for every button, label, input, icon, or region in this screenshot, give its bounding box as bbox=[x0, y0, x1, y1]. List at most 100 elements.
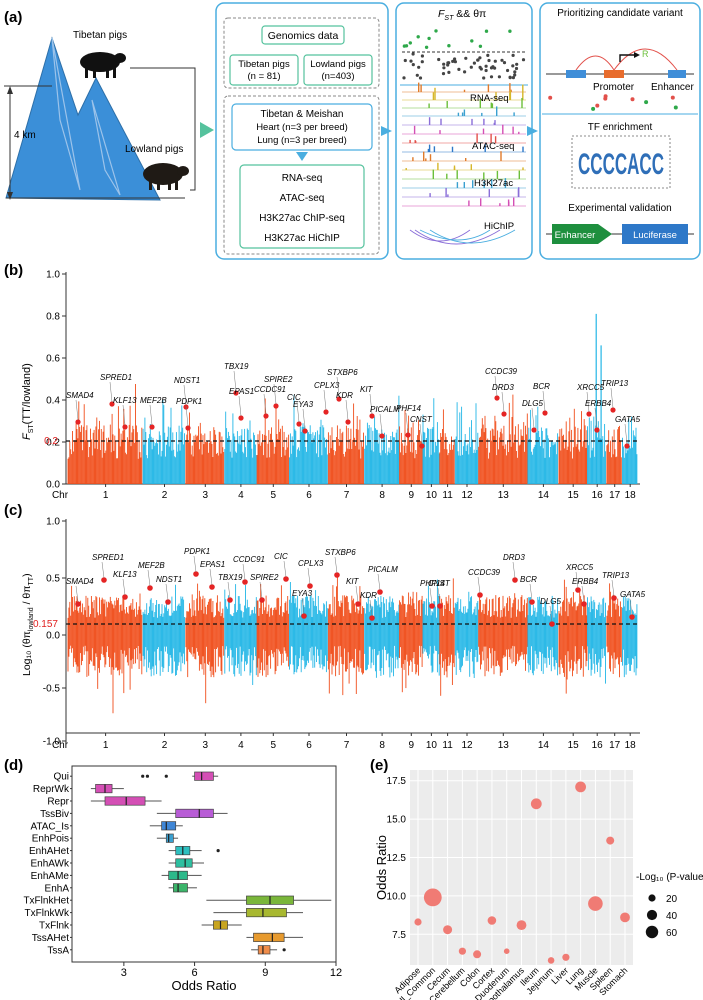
candidate-point bbox=[477, 592, 483, 598]
legend-label: 40 bbox=[666, 911, 678, 922]
assay-item: ATAC-seq bbox=[280, 193, 325, 204]
gene-label: EYA3 bbox=[292, 589, 313, 598]
panel-b-manhattan bbox=[67, 313, 638, 484]
x-tick-label: 12 bbox=[330, 967, 342, 979]
lowland-sample-box bbox=[303, 54, 373, 86]
chr-label: 17 bbox=[609, 490, 621, 501]
track-peak bbox=[509, 83, 511, 92]
tibetan-pig-label: Tibetan pigs bbox=[73, 30, 127, 41]
gene-leader bbox=[379, 413, 383, 435]
candidate-point bbox=[369, 615, 375, 621]
fst-dot bbox=[451, 59, 455, 64]
track-peak bbox=[513, 197, 515, 206]
category-label: EnhAWk bbox=[30, 859, 70, 870]
category-label: EnhAHet bbox=[29, 846, 69, 857]
assay-item: H3K27ac HiChIP bbox=[264, 233, 340, 244]
candidate-point bbox=[307, 583, 313, 589]
fst-dot bbox=[434, 29, 438, 33]
fst-dot bbox=[408, 41, 412, 45]
hichip-arcs bbox=[409, 229, 516, 245]
track-peak bbox=[496, 170, 499, 179]
altitude-arrow: 4 km bbox=[4, 85, 52, 200]
category-label: TxFlnk bbox=[39, 921, 70, 932]
chr-label: 3 bbox=[203, 740, 209, 751]
gene-leader bbox=[581, 585, 585, 603]
panel-a-label: (a) bbox=[4, 9, 22, 26]
panel-c-axis: -1.0 -0.5 0.0 0.5 1.0 bbox=[43, 517, 67, 748]
category-label: EnhA bbox=[45, 883, 70, 894]
fst-dot bbox=[472, 61, 476, 65]
x-tick-label: 6 bbox=[192, 967, 198, 979]
gene-leader bbox=[101, 561, 105, 579]
category-label: Qui bbox=[53, 772, 69, 783]
fst-dot bbox=[453, 57, 457, 61]
gene-leader bbox=[586, 391, 590, 413]
gene-leader bbox=[122, 578, 126, 596]
candidate-point bbox=[494, 395, 500, 401]
gene-label: EPAS1 bbox=[229, 387, 254, 396]
chr-label: 16 bbox=[592, 740, 604, 751]
scatter-point bbox=[487, 916, 497, 925]
gene-label: PDPK1 bbox=[176, 397, 202, 406]
track-peak bbox=[451, 146, 454, 152]
prioritize-title: Prioritizing candidate variant bbox=[557, 8, 683, 19]
enhancer-box-label: Enhancer bbox=[555, 230, 596, 241]
fst-dot bbox=[506, 68, 510, 73]
chr-label: 12 bbox=[461, 490, 473, 501]
y-tick-label: 0.0 bbox=[46, 631, 60, 642]
gene-leader bbox=[437, 587, 441, 605]
gene-leader bbox=[477, 576, 481, 594]
variant-dot bbox=[630, 97, 635, 102]
fst-dot bbox=[502, 61, 507, 65]
legend-marker bbox=[648, 894, 656, 902]
fst-dot bbox=[508, 29, 512, 33]
track-peak bbox=[494, 120, 496, 125]
gene-label: TBX19 bbox=[218, 573, 243, 582]
y-tick-label: 1.0 bbox=[46, 517, 60, 528]
mountain-illustration bbox=[5, 36, 185, 201]
candidate-point bbox=[296, 421, 302, 427]
gene-leader bbox=[183, 384, 187, 406]
category-label: Repr bbox=[47, 797, 69, 808]
chr-label: 8 bbox=[379, 490, 385, 501]
gene-label: TBX19 bbox=[224, 362, 249, 371]
connector-line bbox=[190, 130, 196, 191]
chr-label: 14 bbox=[538, 490, 550, 501]
track-peak bbox=[472, 180, 474, 188]
chr-label: 11 bbox=[442, 740, 453, 751]
scatter-point bbox=[414, 918, 422, 926]
scatter-point bbox=[620, 912, 630, 923]
y-tick-label: 10.0 bbox=[387, 891, 407, 902]
gene-label: SPIRE2 bbox=[264, 375, 293, 384]
candidate-point bbox=[610, 407, 616, 413]
track-peak bbox=[504, 178, 507, 188]
promoter-enhancer-diagram: R bbox=[546, 48, 694, 78]
gene-label: ERBB4 bbox=[585, 399, 612, 408]
category-label: TxFlnkWk bbox=[25, 908, 70, 919]
gene-label: KLF13 bbox=[113, 396, 137, 405]
candidate-point bbox=[122, 424, 128, 430]
track-peak bbox=[439, 130, 441, 134]
track-label: RNA-seq bbox=[470, 93, 509, 104]
fst-dot bbox=[515, 62, 519, 66]
gene-label: GATA5 bbox=[615, 415, 641, 424]
candidate-point bbox=[242, 579, 248, 585]
gene-label: NDST1 bbox=[174, 376, 200, 385]
track-peak bbox=[413, 125, 416, 134]
candidate-point bbox=[336, 396, 342, 402]
candidate-point bbox=[345, 419, 351, 425]
chr-label: 7 bbox=[344, 490, 350, 501]
fst-dot bbox=[415, 73, 419, 77]
track-peak bbox=[463, 109, 466, 116]
fst-dot bbox=[442, 62, 446, 66]
category-label: TssAHet bbox=[32, 933, 69, 944]
candidate-point bbox=[369, 413, 375, 419]
fst-dot bbox=[470, 39, 474, 43]
gene-leader bbox=[345, 399, 349, 421]
track-peak bbox=[447, 194, 449, 197]
track-label: HiChIP bbox=[484, 221, 514, 232]
gene-label: CCDC39 bbox=[485, 367, 518, 376]
candidate-point bbox=[233, 390, 239, 396]
